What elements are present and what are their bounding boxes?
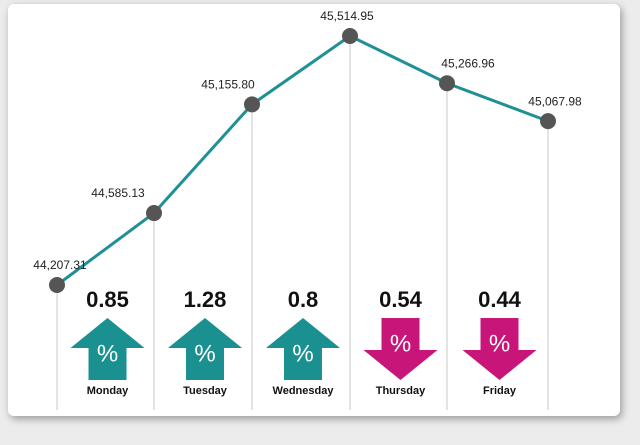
- down-arrow: [462, 318, 537, 380]
- value-label: 45,514.95: [320, 9, 374, 23]
- down-arrow: [363, 318, 438, 380]
- point: [439, 75, 455, 92]
- value-label: 45,266.96: [441, 56, 495, 70]
- up-arrow: [168, 318, 242, 380]
- percent-symbol: %: [97, 340, 118, 367]
- percent-symbol: %: [489, 330, 510, 357]
- percent-symbol: %: [292, 340, 313, 367]
- point: [244, 96, 260, 113]
- change-value: 0.54: [379, 287, 423, 312]
- up-arrow: [266, 318, 340, 380]
- value-label: 45,155.80: [201, 78, 255, 92]
- value-label: 44,207.31: [33, 258, 87, 272]
- change-value: 0.44: [478, 287, 522, 312]
- point: [540, 113, 556, 130]
- value-label: 44,585.13: [91, 186, 145, 200]
- day-label: Monday: [87, 385, 129, 397]
- day-label: Wednesday: [273, 385, 335, 397]
- point: [342, 28, 358, 44]
- point: [146, 205, 162, 222]
- day-label: Thursday: [376, 385, 426, 397]
- point: [49, 277, 65, 293]
- up-arrow: [70, 318, 145, 380]
- value-label: 45,067.98: [528, 94, 582, 108]
- change-value: 0.85: [86, 287, 129, 312]
- change-value: 0.8: [288, 287, 319, 312]
- change-value: 1.28: [184, 287, 227, 312]
- percent-symbol: %: [390, 330, 411, 357]
- percent-symbol: %: [194, 340, 215, 367]
- index-line: [56, 34, 549, 287]
- day-label: Friday: [483, 385, 517, 397]
- day-label: Tuesday: [183, 385, 228, 397]
